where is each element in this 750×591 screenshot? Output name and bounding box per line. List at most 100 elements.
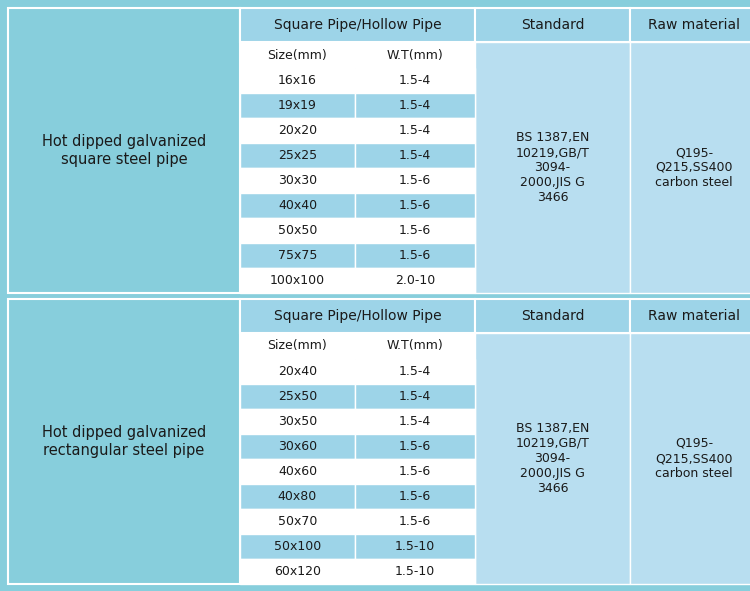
- Bar: [355, 434, 475, 459]
- Text: BS 1387,EN
10219,GB/T
3094-
2000,JIS G
3466: BS 1387,EN 10219,GB/T 3094- 2000,JIS G 3…: [515, 422, 590, 495]
- Bar: [355, 559, 475, 584]
- Bar: [240, 509, 355, 534]
- Text: Raw material: Raw material: [648, 18, 740, 32]
- Bar: [240, 434, 355, 459]
- Text: 50x70: 50x70: [278, 515, 317, 528]
- Text: 30x50: 30x50: [278, 415, 317, 428]
- Text: 1.5-10: 1.5-10: [394, 540, 435, 553]
- Bar: [240, 193, 355, 218]
- Text: 50x50: 50x50: [278, 224, 317, 237]
- Text: 25x50: 25x50: [278, 390, 317, 403]
- Bar: [355, 93, 475, 118]
- Bar: [475, 299, 630, 333]
- Text: Square Pipe/Hollow Pipe: Square Pipe/Hollow Pipe: [274, 309, 441, 323]
- Text: 30x30: 30x30: [278, 174, 317, 187]
- Bar: [240, 8, 475, 42]
- Bar: [355, 359, 475, 384]
- Text: 50x100: 50x100: [274, 540, 321, 553]
- Bar: [240, 409, 355, 434]
- Text: 1.5-6: 1.5-6: [399, 199, 431, 212]
- Text: Q195-
Q215,SS400
carbon steel: Q195- Q215,SS400 carbon steel: [656, 146, 733, 189]
- Bar: [355, 42, 475, 68]
- Text: 1.5-6: 1.5-6: [399, 515, 431, 528]
- Bar: [240, 333, 355, 359]
- Bar: [355, 384, 475, 409]
- Bar: [240, 42, 355, 68]
- Bar: [240, 243, 355, 268]
- Text: 40x40: 40x40: [278, 199, 317, 212]
- Text: 1.5-6: 1.5-6: [399, 490, 431, 503]
- Bar: [240, 68, 355, 93]
- Bar: [240, 93, 355, 118]
- Bar: [355, 193, 475, 218]
- Bar: [475, 8, 630, 42]
- Text: Raw material: Raw material: [648, 309, 740, 323]
- Bar: [8, 299, 240, 584]
- Text: Hot dipped galvanized
square steel pipe: Hot dipped galvanized square steel pipe: [42, 134, 206, 167]
- Text: Size(mm): Size(mm): [268, 48, 327, 61]
- Bar: [240, 118, 355, 143]
- Text: Size(mm): Size(mm): [268, 339, 327, 352]
- Bar: [240, 534, 355, 559]
- Bar: [355, 459, 475, 484]
- Bar: [630, 333, 750, 584]
- Bar: [240, 384, 355, 409]
- Bar: [355, 534, 475, 559]
- Text: 1.5-4: 1.5-4: [399, 74, 431, 87]
- Bar: [240, 218, 355, 243]
- Bar: [355, 118, 475, 143]
- Bar: [355, 484, 475, 509]
- Text: 1.5-4: 1.5-4: [399, 149, 431, 162]
- Bar: [240, 484, 355, 509]
- Text: 1.5-4: 1.5-4: [399, 365, 431, 378]
- Bar: [355, 168, 475, 193]
- Text: Standard: Standard: [520, 309, 584, 323]
- Text: 1.5-4: 1.5-4: [399, 390, 431, 403]
- Bar: [240, 459, 355, 484]
- Text: W.T(mm): W.T(mm): [387, 48, 443, 61]
- Bar: [355, 333, 475, 359]
- Text: 1.5-6: 1.5-6: [399, 465, 431, 478]
- Bar: [355, 509, 475, 534]
- Text: 19x19: 19x19: [278, 99, 317, 112]
- Text: 20x20: 20x20: [278, 124, 317, 137]
- Bar: [355, 243, 475, 268]
- Bar: [8, 8, 240, 293]
- Bar: [240, 299, 475, 333]
- Bar: [355, 143, 475, 168]
- Bar: [355, 218, 475, 243]
- Bar: [355, 409, 475, 434]
- Text: 1.5-6: 1.5-6: [399, 440, 431, 453]
- Bar: [240, 359, 355, 384]
- Text: 16x16: 16x16: [278, 74, 317, 87]
- Bar: [240, 143, 355, 168]
- Text: 1.5-4: 1.5-4: [399, 415, 431, 428]
- Text: 1.5-6: 1.5-6: [399, 174, 431, 187]
- Bar: [630, 299, 750, 333]
- Text: 1.5-10: 1.5-10: [394, 565, 435, 578]
- Bar: [475, 42, 630, 293]
- Text: 1.5-4: 1.5-4: [399, 124, 431, 137]
- Text: Standard: Standard: [520, 18, 584, 32]
- Text: 40x60: 40x60: [278, 465, 317, 478]
- Bar: [240, 268, 355, 293]
- Bar: [240, 559, 355, 584]
- Text: 30x60: 30x60: [278, 440, 317, 453]
- Text: W.T(mm): W.T(mm): [387, 339, 443, 352]
- Bar: [630, 8, 750, 42]
- Text: 20x40: 20x40: [278, 365, 317, 378]
- Text: Q195-
Q215,SS400
carbon steel: Q195- Q215,SS400 carbon steel: [656, 437, 733, 480]
- Text: 75x75: 75x75: [278, 249, 317, 262]
- Bar: [630, 42, 750, 293]
- Text: 60x120: 60x120: [274, 565, 321, 578]
- Text: BS 1387,EN
10219,GB/T
3094-
2000,JIS G
3466: BS 1387,EN 10219,GB/T 3094- 2000,JIS G 3…: [515, 131, 590, 204]
- Bar: [475, 333, 630, 584]
- Text: 2.0-10: 2.0-10: [394, 274, 435, 287]
- Text: 1.5-4: 1.5-4: [399, 99, 431, 112]
- Text: 1.5-6: 1.5-6: [399, 224, 431, 237]
- Text: Square Pipe/Hollow Pipe: Square Pipe/Hollow Pipe: [274, 18, 441, 32]
- Bar: [355, 268, 475, 293]
- Text: 25x25: 25x25: [278, 149, 317, 162]
- Text: 40x80: 40x80: [278, 490, 317, 503]
- Bar: [355, 68, 475, 93]
